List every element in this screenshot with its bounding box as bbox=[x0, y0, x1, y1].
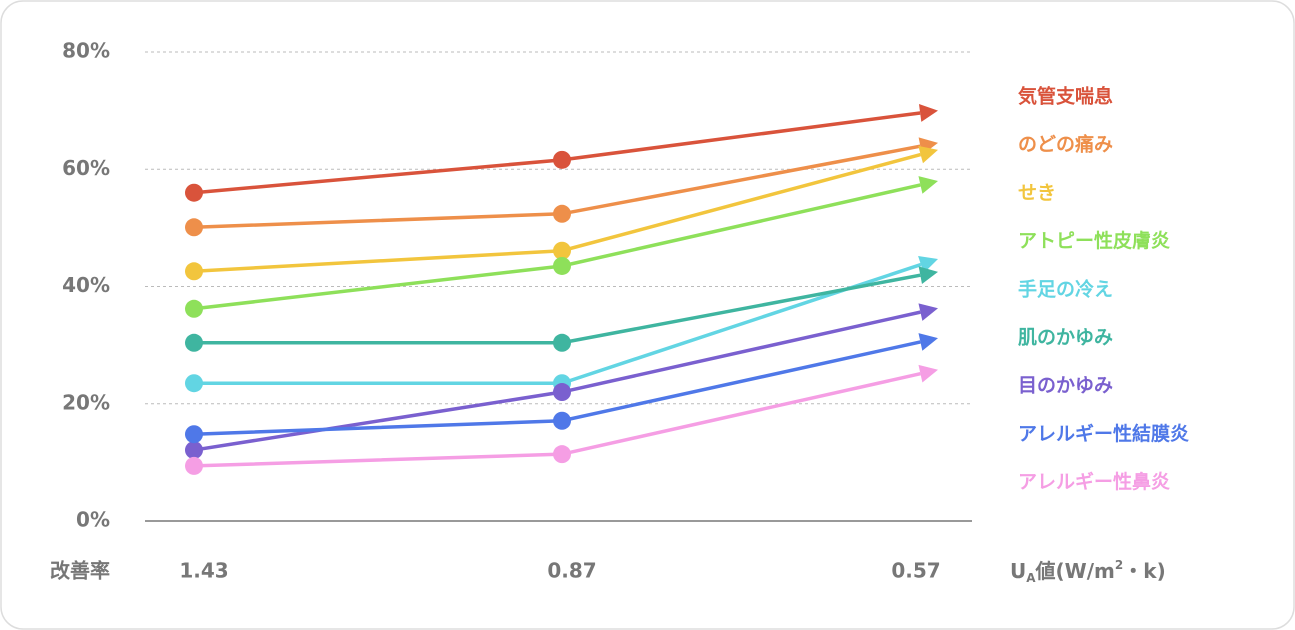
y-tick-label: 80% bbox=[62, 39, 110, 63]
y-tick-label: 20% bbox=[62, 390, 110, 414]
x-tick-label: 0.87 bbox=[547, 559, 596, 583]
y-tick-label: 0% bbox=[76, 508, 110, 532]
legend-label: アレルギー性結膜炎 bbox=[1018, 422, 1189, 445]
point bbox=[553, 241, 571, 260]
x-tick-label: 0.57 bbox=[891, 559, 940, 583]
point bbox=[553, 256, 571, 275]
point bbox=[553, 204, 571, 223]
point bbox=[553, 150, 571, 169]
arrow-head bbox=[918, 303, 938, 321]
point bbox=[185, 183, 203, 202]
arrow-head bbox=[918, 145, 938, 164]
point bbox=[185, 218, 203, 237]
arrow-head bbox=[918, 333, 938, 351]
point bbox=[185, 441, 203, 460]
point bbox=[185, 456, 203, 475]
point bbox=[185, 425, 203, 444]
legend-label: 肌のかゆみ bbox=[1018, 327, 1113, 349]
legend-label: せき bbox=[1018, 182, 1056, 204]
point bbox=[553, 333, 571, 352]
arrow-head bbox=[918, 364, 938, 383]
y-tick-label: 40% bbox=[62, 273, 110, 297]
legend-label: 手足の冷え bbox=[1018, 277, 1113, 300]
x-label: UA値(W/m2・k) bbox=[1010, 558, 1166, 585]
arrow-head bbox=[918, 266, 938, 285]
point bbox=[553, 445, 571, 464]
legend-label: アレルギー性鼻炎 bbox=[1018, 470, 1170, 493]
legend-label: 気管支喘息 bbox=[1018, 85, 1113, 108]
y-tick-label: 60% bbox=[62, 156, 110, 180]
point bbox=[185, 374, 203, 393]
point bbox=[185, 333, 203, 352]
point bbox=[185, 299, 203, 318]
point bbox=[553, 383, 571, 402]
x-tick-label: 1.43 bbox=[179, 559, 228, 583]
arrow-head bbox=[918, 176, 938, 194]
legend-label: アトピー性皮膚炎 bbox=[1018, 229, 1170, 252]
legend-label: のどの痛み bbox=[1018, 133, 1113, 156]
point bbox=[553, 411, 571, 430]
arrow-head bbox=[918, 104, 938, 122]
point bbox=[185, 262, 203, 281]
y-label: 改善率 bbox=[50, 559, 110, 583]
legend-label: 目のかゆみ bbox=[1018, 375, 1113, 397]
